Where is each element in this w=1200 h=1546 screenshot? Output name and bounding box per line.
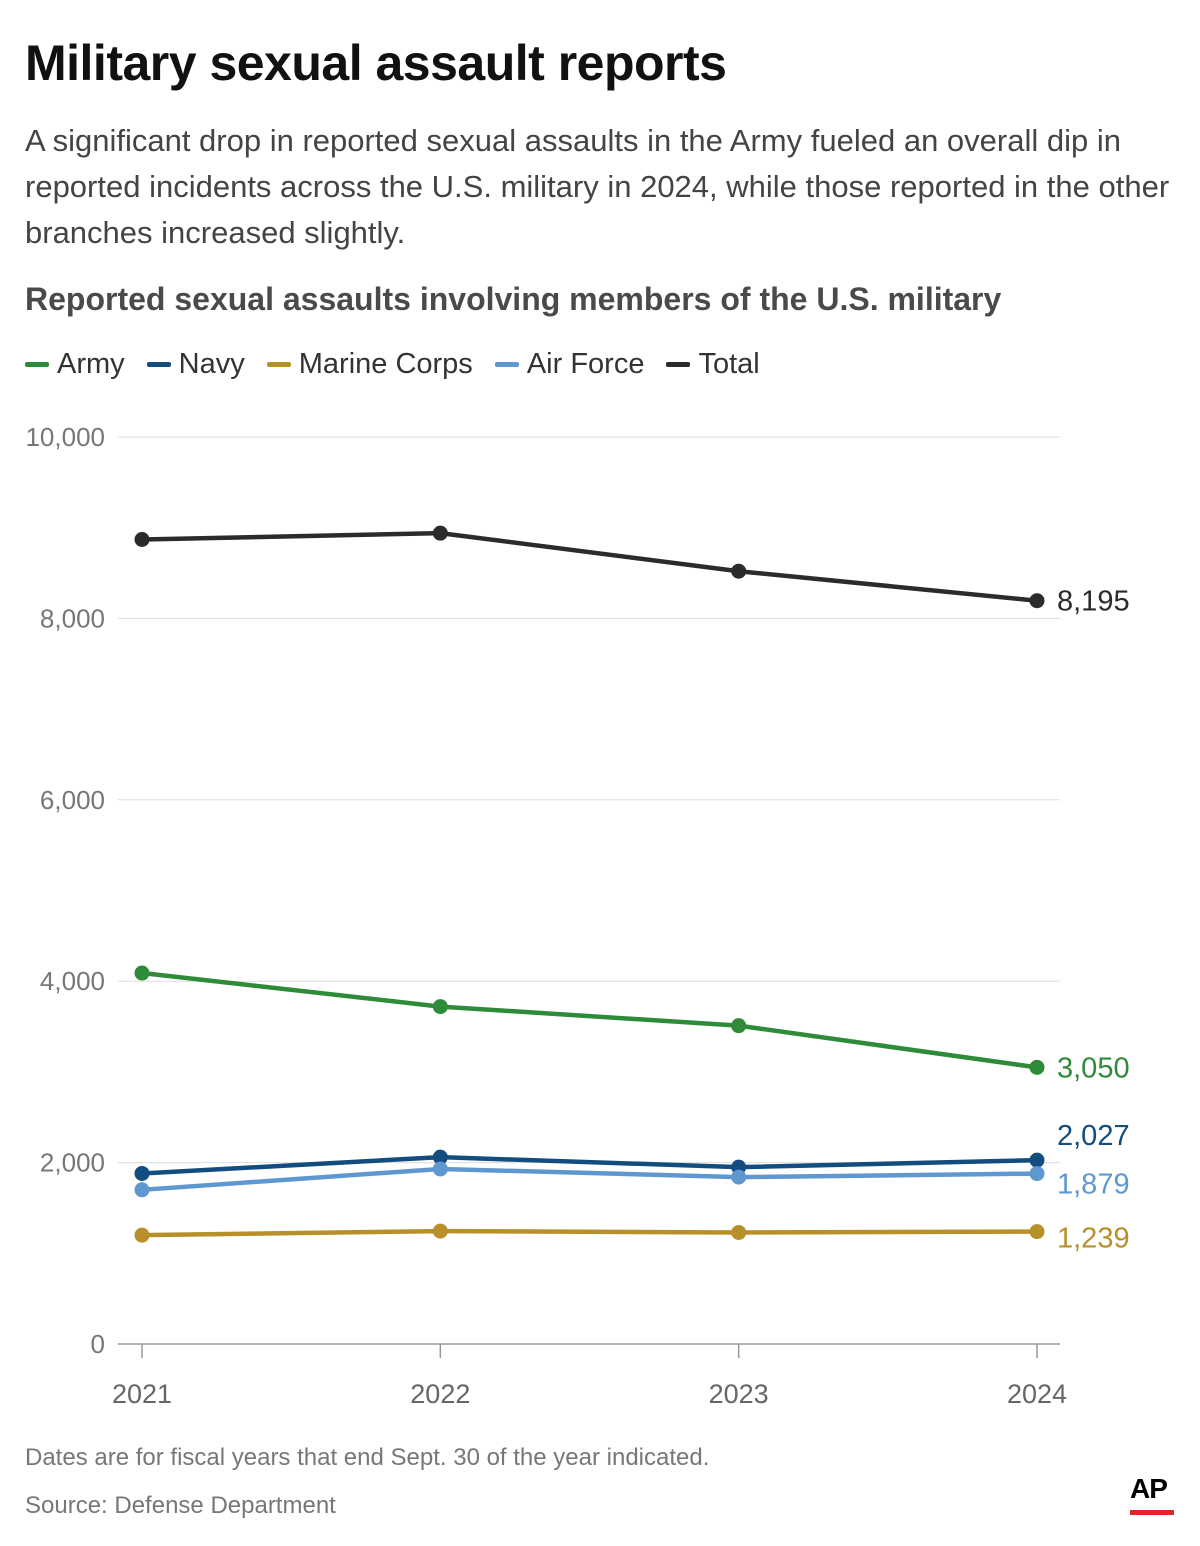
ap-logo-bar — [1130, 1510, 1174, 1515]
ap-logo-text: AP — [1130, 1473, 1168, 1504]
y-tick-label: 6,000 — [40, 785, 105, 815]
air-force-data-point — [432, 1161, 448, 1177]
army-end-label: 3,050 — [1057, 1052, 1130, 1084]
marine-corps-series-line — [139, 1228, 1040, 1238]
legend-swatch-air-force — [494, 362, 519, 367]
chart-subtitle: A significant drop in reported sexual as… — [25, 123, 1170, 250]
marine-corps-end-label: 1,239 — [1057, 1223, 1130, 1255]
ap-logo: AP — [1130, 1474, 1178, 1520]
army-data-point — [1029, 1059, 1045, 1075]
y-tick-label: 8,000 — [40, 603, 105, 633]
y-tick-label: 2,000 — [40, 1148, 105, 1178]
legend-swatch-total — [666, 362, 691, 367]
legend-label-total: Total — [698, 348, 760, 380]
navy-data-point — [134, 1165, 150, 1181]
army-data-point — [432, 999, 448, 1015]
legend-swatch-navy — [146, 362, 171, 367]
legend-item-marine-corps: Marine Corps — [266, 348, 473, 381]
air-force-end-label: 1,879 — [1057, 1169, 1130, 1201]
legend-label-marine-corps: Marine Corps — [298, 348, 473, 380]
total-end-label: 8,195 — [1057, 586, 1130, 618]
navy-data-point — [432, 1149, 448, 1165]
air-force-series-line — [139, 1166, 1040, 1193]
navy-data-point — [1029, 1152, 1045, 1168]
army-series-line — [139, 970, 1040, 1070]
marine-corps-data-point — [1029, 1224, 1045, 1240]
source-note: Source: Defense Department — [25, 1492, 336, 1519]
army-data-point — [134, 965, 150, 981]
legend-label-air-force: Air Force — [526, 348, 645, 380]
legend: Army Navy Marine Corps Air Force Total — [25, 348, 782, 381]
legend-item-navy: Navy — [146, 348, 245, 381]
total-data-point — [134, 531, 150, 547]
legend-item-army: Army — [25, 348, 125, 381]
air-force-data-point — [1029, 1166, 1045, 1182]
legend-label-navy: Navy — [178, 348, 245, 380]
x-tick-label: 2023 — [709, 1379, 769, 1409]
navy-series-line — [139, 1154, 1040, 1176]
x-tick-label: 2021 — [112, 1379, 172, 1409]
y-tick-label: 10,000 — [25, 422, 105, 452]
marine-corps-data-point — [432, 1223, 448, 1239]
chart-title: Military sexual assault reports — [25, 35, 727, 91]
total-series-line — [139, 530, 1040, 603]
legend-item-total: Total — [666, 348, 760, 381]
footnote: Dates are for fiscal years that end Sept… — [25, 1444, 710, 1471]
x-tick-label: 2022 — [410, 1379, 470, 1409]
y-tick-label: 0 — [91, 1329, 105, 1359]
total-data-point — [731, 563, 747, 579]
marine-corps-data-point — [134, 1227, 150, 1243]
x-tick-label: 2024 — [1007, 1379, 1067, 1409]
air-force-data-point — [134, 1182, 150, 1198]
legend-swatch-army — [25, 362, 49, 367]
total-data-point — [1029, 593, 1045, 609]
total-data-point — [432, 525, 448, 541]
navy-end-label: 2,027 — [1057, 1120, 1130, 1152]
chart-heading: Reported sexual assaults involving membe… — [25, 281, 1002, 317]
y-tick-label: 4,000 — [40, 966, 105, 996]
legend-swatch-marine-corps — [266, 362, 291, 367]
air-force-data-point — [731, 1169, 747, 1185]
army-data-point — [731, 1018, 747, 1034]
legend-item-air-force: Air Force — [494, 348, 645, 381]
legend-label-army: Army — [57, 348, 125, 380]
marine-corps-data-point — [731, 1224, 747, 1240]
